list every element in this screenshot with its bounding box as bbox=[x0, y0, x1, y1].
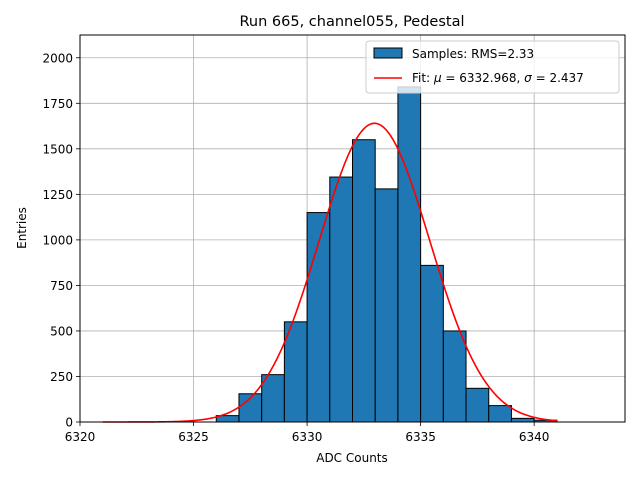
histogram-bar bbox=[283, 321, 308, 423]
histogram-bar bbox=[510, 417, 535, 423]
y-axis-label: Entries bbox=[15, 207, 29, 249]
x-tick-label: 6340 bbox=[519, 430, 550, 444]
fit-curve bbox=[102, 122, 557, 423]
histogram-bar bbox=[329, 176, 353, 423]
y-tick-label: 1250 bbox=[42, 188, 73, 202]
y-tick-label: 500 bbox=[50, 324, 73, 338]
histogram-bar bbox=[465, 387, 490, 423]
chart-title: Run 665, channel055, Pedestal bbox=[239, 14, 464, 30]
x-axis-label: ADC Counts bbox=[316, 451, 388, 465]
histogram-bar bbox=[397, 86, 422, 423]
y-tick-label: 1000 bbox=[42, 233, 73, 247]
histogram-bar bbox=[442, 330, 467, 423]
plot-frame bbox=[79, 34, 626, 423]
legend: Samples: RMS=2.33 Fit: μ = 6332.968, σ =… bbox=[365, 40, 620, 94]
y-tick-label: 1750 bbox=[42, 97, 73, 111]
histogram-bars bbox=[215, 86, 558, 423]
legend-swatch-samples bbox=[373, 47, 403, 59]
histogram-bar bbox=[352, 139, 376, 423]
histogram-bar bbox=[488, 405, 512, 423]
histogram-bar bbox=[374, 188, 399, 423]
x-tick-label: 6320 bbox=[65, 430, 96, 444]
legend-label-fit: Fit: μ = 6332.968, σ = 2.437 bbox=[412, 71, 584, 85]
x-tick-label: 6330 bbox=[292, 430, 323, 444]
y-tick-label: 1500 bbox=[42, 142, 73, 156]
y-tick-label: 0 bbox=[65, 416, 73, 430]
x-tick-label: 6325 bbox=[178, 430, 209, 444]
legend-label-samples: Samples: RMS=2.33 bbox=[412, 47, 534, 61]
legend-box bbox=[365, 40, 620, 94]
y-tick-label: 750 bbox=[50, 279, 73, 293]
y-tick-label: 2000 bbox=[42, 51, 73, 65]
y-tick-label: 250 bbox=[50, 370, 73, 384]
x-tick-label: 6335 bbox=[405, 430, 436, 444]
axis-ticks: 6320 6325 6330 6335 6340 0 250 500 750 1000 1250 15… bbox=[42, 51, 549, 444]
histogram-bar bbox=[261, 374, 285, 423]
histogram-bar bbox=[420, 264, 444, 423]
